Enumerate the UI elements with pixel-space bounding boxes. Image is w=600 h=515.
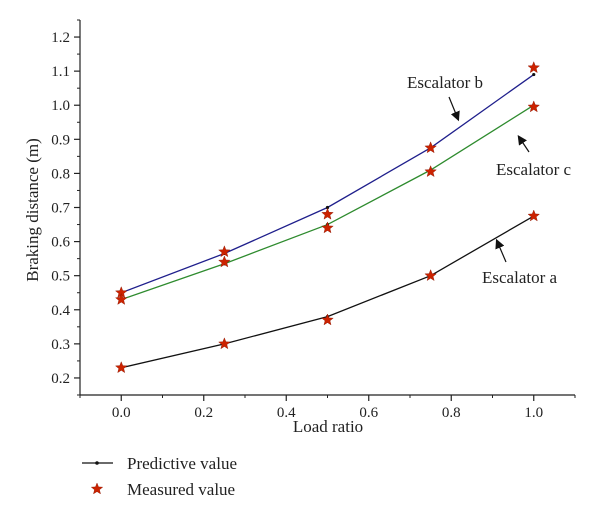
legend-item-predictive: Predictive value: [82, 454, 237, 473]
measured-point-escalator-c: [527, 100, 540, 113]
measured-point-escalator-c: [424, 165, 437, 178]
measured-point-escalator-a: [218, 337, 231, 350]
annotation-escalator-c: Escalator c: [496, 160, 571, 179]
measured-point-escalator-c: [321, 221, 334, 234]
x-tick-label: 0.2: [194, 405, 213, 421]
measured-point-escalator-c: [115, 293, 128, 305]
series-line-escalator-c: [121, 104, 535, 301]
y-tick-label: 0.3: [51, 337, 70, 353]
y-tick-label: 0.8: [51, 166, 70, 182]
x-tick-label: 0.6: [359, 405, 378, 421]
measured-point-escalator-a: [527, 209, 540, 222]
legend-measured-star-icon: [90, 482, 104, 495]
x-axis-ticks: 0.0 0.2 0.4 0.6 0.8 1.0: [79, 395, 576, 421]
measured-point-escalator-b: [321, 207, 334, 220]
measured-point-escalator-a: [424, 269, 437, 281]
x-tick-label: 0.8: [442, 405, 461, 421]
y-tick-label: 1.1: [51, 64, 70, 80]
legend-star-shape: [90, 482, 104, 495]
y-tick-label: 0.5: [51, 269, 70, 285]
measured-point-escalator-b: [527, 61, 540, 74]
y-tick-label: 0.9: [51, 132, 70, 148]
measured-point-escalator-c: [218, 255, 231, 268]
annotation-escalator-a: Escalator a: [482, 268, 557, 287]
series-line-escalator-b: [121, 74, 535, 294]
legend-measured-label: Measured value: [127, 480, 235, 499]
y-tick-label: 1.0: [51, 98, 70, 114]
y-tick-label: 0.4: [51, 303, 70, 319]
measured-point-escalator-b: [218, 245, 231, 258]
predicted-point-escalator-b: [532, 72, 536, 77]
y-tick-label: 1.2: [51, 30, 70, 46]
x-axis-label: Load ratio: [293, 417, 363, 436]
annotation-escalator-b: Escalator b: [407, 73, 483, 92]
measured-point-escalator-a: [115, 361, 128, 374]
y-axis-label: Braking distance (m): [23, 138, 42, 282]
legend: Predictive value Measured value: [82, 454, 237, 499]
series-lines: [121, 74, 535, 369]
annotation-arrow-a: [495, 238, 507, 263]
measured-point-escalator-b: [424, 141, 437, 154]
y-tick-label: 0.7: [51, 201, 70, 217]
legend-predictive-label: Predictive value: [127, 454, 237, 473]
series-markers: [115, 61, 540, 374]
legend-item-measured: Measured value: [90, 480, 235, 499]
x-tick-label: 0.0: [112, 405, 131, 421]
y-tick-label: 0.6: [51, 235, 70, 251]
y-axis-ticks: 0.2 0.3 0.4 0.5 0.6 0.7 0.8 0.9 1.0 1.1 1.2: [51, 19, 80, 396]
annotation-arrow-c: [517, 135, 530, 153]
predicted-point-escalator-b: [325, 205, 330, 210]
legend-predictive-dot: [95, 461, 99, 465]
annotation-arrow-b: [448, 96, 460, 122]
x-tick-label: 1.0: [524, 405, 543, 421]
measured-point-escalator-a: [321, 313, 334, 326]
y-tick-label: 0.2: [51, 371, 70, 387]
x-tick-label: 0.4: [277, 405, 296, 421]
series-line-escalator-a: [121, 215, 535, 369]
